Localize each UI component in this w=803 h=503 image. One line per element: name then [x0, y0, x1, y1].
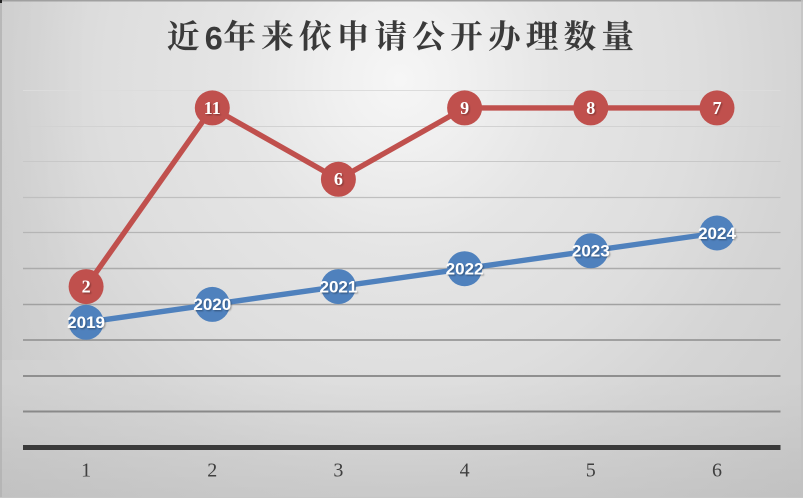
svg-text:4: 4: [460, 460, 470, 482]
svg-text:2020: 2020: [193, 295, 231, 314]
svg-text:2021: 2021: [319, 277, 357, 296]
svg-text:8: 8: [586, 98, 595, 118]
svg-text:3: 3: [333, 460, 343, 482]
svg-text:2022: 2022: [446, 260, 484, 279]
svg-text:9: 9: [460, 98, 469, 118]
svg-text:2: 2: [207, 460, 217, 482]
svg-text:6: 6: [334, 169, 343, 189]
svg-text:11: 11: [204, 98, 221, 118]
svg-text:7: 7: [713, 98, 722, 118]
svg-text:2: 2: [82, 277, 91, 297]
svg-text:5: 5: [586, 460, 596, 482]
svg-text:6: 6: [712, 460, 722, 482]
svg-text:2023: 2023: [572, 242, 610, 261]
svg-text:2024: 2024: [698, 224, 736, 243]
svg-text:1: 1: [81, 460, 91, 482]
svg-text:2019: 2019: [67, 313, 105, 332]
